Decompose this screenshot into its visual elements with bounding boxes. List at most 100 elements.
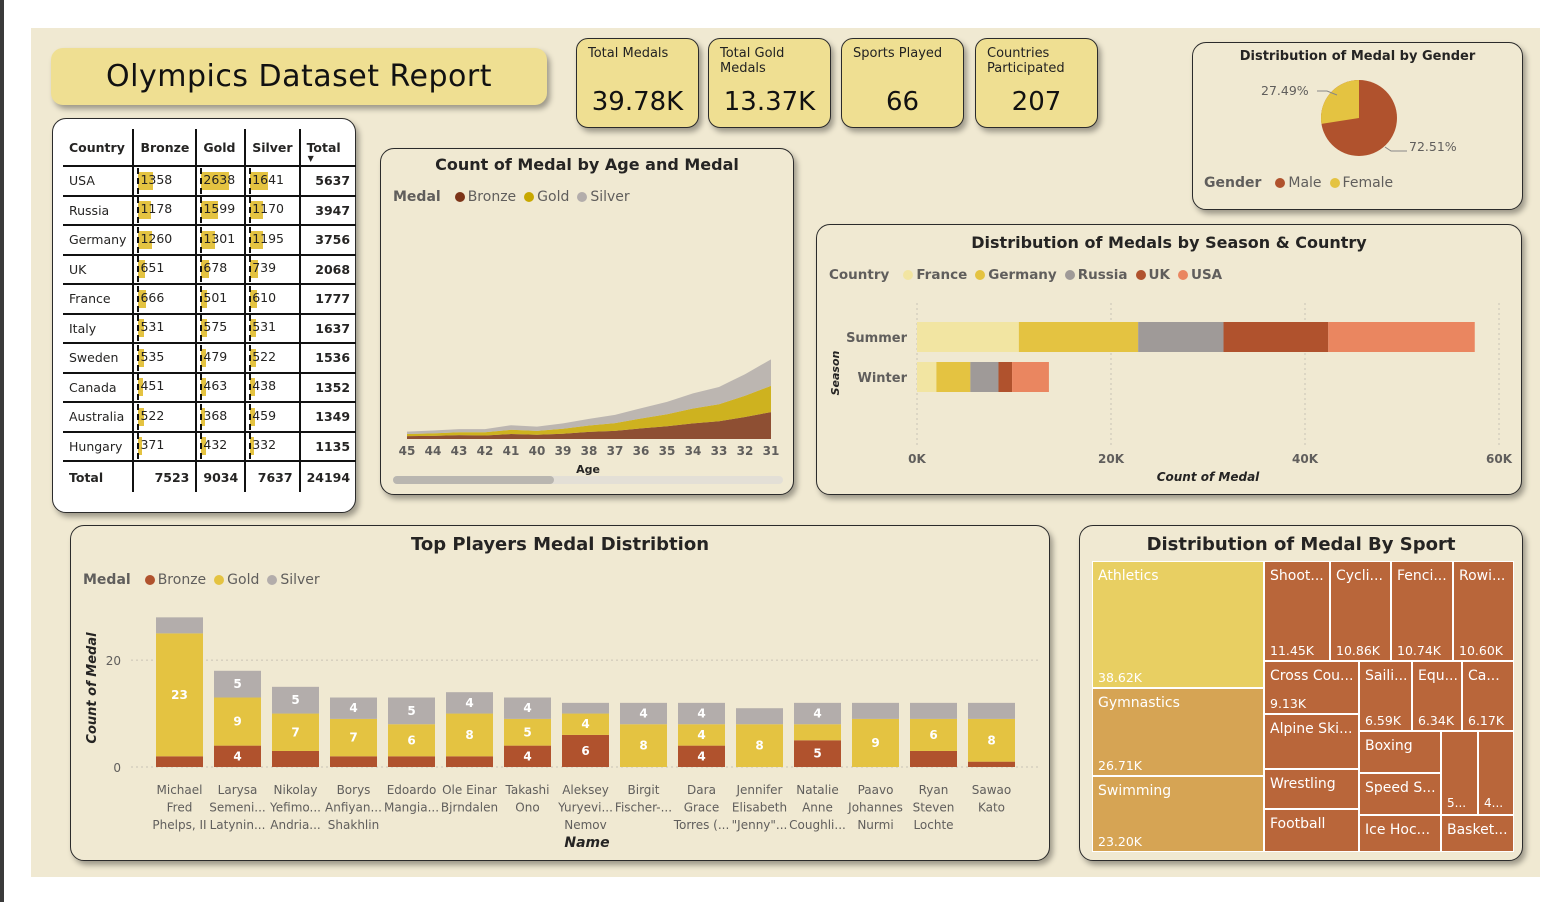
bar-segment-germany[interactable] bbox=[936, 362, 971, 392]
bar-segment-silver[interactable] bbox=[330, 697, 377, 719]
area-bronze[interactable] bbox=[407, 412, 771, 439]
bar-segment-silver[interactable] bbox=[910, 702, 957, 719]
treemap-tile[interactable]: Speed S... bbox=[1359, 773, 1441, 815]
bar-segment-uk[interactable] bbox=[998, 362, 1013, 392]
treemap-tile[interactable]: Rowi... 10.60K bbox=[1453, 561, 1514, 661]
bar-segment-silver[interactable] bbox=[736, 708, 783, 725]
treemap-tile[interactable]: Alpine Ski... bbox=[1264, 714, 1359, 769]
bar-segment-silver[interactable] bbox=[562, 702, 609, 714]
treemap-tile[interactable]: Cycli... 10.86K bbox=[1330, 561, 1391, 661]
bar-segment-silver[interactable] bbox=[388, 697, 435, 725]
kpi-sports-played[interactable]: Sports Played 66 bbox=[841, 38, 964, 128]
bar-segment-france[interactable] bbox=[917, 322, 1019, 352]
treemap-tile[interactable]: Saili... 6.59K bbox=[1359, 661, 1412, 731]
bar-segment-gold[interactable] bbox=[562, 713, 609, 735]
treemap-tile[interactable]: Basket... bbox=[1441, 815, 1514, 852]
treemap-tile[interactable]: Swimming 23.20K bbox=[1092, 776, 1264, 852]
scrollbar-thumb[interactable] bbox=[393, 476, 554, 484]
bar-segment-silver[interactable] bbox=[620, 702, 667, 725]
bar-segment-silver[interactable] bbox=[968, 702, 1015, 719]
bar-segment-gold[interactable] bbox=[272, 713, 319, 751]
bar-segment-russia[interactable] bbox=[970, 362, 999, 392]
bar-segment-gold[interactable] bbox=[968, 718, 1015, 762]
bar-segment-silver[interactable] bbox=[678, 702, 725, 725]
bar-segment-gold[interactable] bbox=[678, 724, 725, 746]
sport-treemap-panel[interactable]: Distribution of Medal By Sport Athletics… bbox=[1079, 525, 1523, 861]
bar-segment-silver[interactable] bbox=[852, 702, 899, 719]
treemap-tile[interactable]: Gymnastics 26.71K bbox=[1092, 688, 1264, 776]
bar-segment-bronze[interactable] bbox=[330, 756, 377, 767]
area-gold[interactable] bbox=[407, 385, 771, 437]
column-header-total[interactable]: Total ▼ bbox=[298, 129, 357, 167]
legend-item-gold[interactable]: Gold bbox=[520, 189, 569, 205]
treemap-tile[interactable]: Boxing bbox=[1359, 731, 1441, 773]
column-header-silver[interactable]: Silver bbox=[244, 129, 300, 167]
legend-item-female[interactable]: Female bbox=[1326, 175, 1393, 191]
legend-item-russia[interactable]: Russia bbox=[1061, 267, 1128, 283]
treemap-tile[interactable]: Wrestling bbox=[1264, 769, 1359, 809]
legend-item-silver[interactable]: Silver bbox=[263, 572, 320, 588]
kpi-countries-participated[interactable]: Countries Participated 207 bbox=[975, 38, 1098, 128]
table-row[interactable]: Russia 1178 1599 1170 3947 bbox=[63, 195, 357, 226]
legend-item-male[interactable]: Male bbox=[1271, 175, 1322, 191]
column-header-gold[interactable]: Gold bbox=[195, 129, 246, 167]
column-header-bronze[interactable]: Bronze bbox=[132, 129, 197, 167]
legend-item-bronze[interactable]: Bronze bbox=[141, 572, 206, 588]
treemap-tile[interactable]: Equ... 6.34K bbox=[1412, 661, 1462, 731]
bar-segment-france[interactable] bbox=[917, 362, 937, 392]
bar-segment-bronze[interactable] bbox=[388, 756, 435, 767]
bar-segment-silver[interactable] bbox=[272, 686, 319, 714]
table-row[interactable]: UK 651 678 739 2068 bbox=[63, 254, 357, 285]
treemap-tile[interactable]: Ice Hoc... bbox=[1359, 815, 1441, 852]
season-country-chart-panel[interactable]: Distribution of Medals by Season & Count… bbox=[816, 224, 1522, 495]
legend-item-france[interactable]: France bbox=[899, 267, 967, 283]
bar-segment-usa[interactable] bbox=[1328, 322, 1475, 352]
table-row[interactable]: Australia 522 368 459 1349 bbox=[63, 402, 357, 433]
bar-segment-gold[interactable] bbox=[388, 724, 435, 757]
bar-segment-gold[interactable] bbox=[214, 697, 261, 746]
treemap-tile[interactable]: Football bbox=[1264, 809, 1359, 852]
bar-segment-bronze[interactable] bbox=[156, 756, 203, 767]
legend-item-germany[interactable]: Germany bbox=[971, 267, 1057, 283]
bar-segment-germany[interactable] bbox=[1018, 322, 1139, 352]
bar-segment-silver[interactable] bbox=[156, 617, 203, 634]
bar-segment-gold[interactable] bbox=[330, 718, 377, 757]
gender-pie-panel[interactable]: Distribution of Medal by Gender 27.49% 72… bbox=[1192, 42, 1523, 210]
legend-item-gold[interactable]: Gold bbox=[210, 572, 259, 588]
table-row[interactable]: Sweden 535 479 522 1536 bbox=[63, 343, 357, 374]
bar-segment-silver[interactable] bbox=[214, 670, 261, 698]
treemap-tile[interactable]: Shoot... 11.45K bbox=[1264, 561, 1330, 661]
table-row[interactable]: USA 1358 2638 1641 5637 bbox=[63, 166, 357, 197]
pie-slice-female[interactable] bbox=[1321, 80, 1359, 124]
kpi-total-gold-medals[interactable]: Total Gold Medals 13.37K bbox=[708, 38, 831, 128]
table-row[interactable]: Hungary 371 432 332 1135 bbox=[63, 431, 357, 462]
bar-segment-gold[interactable] bbox=[446, 713, 493, 757]
bar-segment-gold[interactable] bbox=[504, 718, 551, 746]
bar-segment-bronze[interactable] bbox=[446, 756, 493, 767]
treemap-tile[interactable]: 4... bbox=[1478, 731, 1514, 815]
bar-segment-usa[interactable] bbox=[1012, 362, 1049, 392]
bar-segment-silver[interactable] bbox=[446, 692, 493, 714]
legend-item-silver[interactable]: Silver bbox=[573, 189, 630, 205]
kpi-total-medals[interactable]: Total Medals 39.78K bbox=[576, 38, 699, 128]
bar-segment-gold[interactable] bbox=[156, 633, 203, 757]
bar-segment-bronze[interactable] bbox=[562, 734, 609, 767]
column-header-country[interactable]: Country bbox=[63, 129, 134, 167]
treemap-tile[interactable]: Cross Cou... 9.13K bbox=[1264, 661, 1359, 714]
bar-segment-bronze[interactable] bbox=[794, 740, 841, 767]
bar-segment-uk[interactable] bbox=[1223, 322, 1329, 352]
treemap-tile[interactable]: Athletics 38.62K bbox=[1092, 561, 1264, 688]
top-players-chart-panel[interactable]: Top Players Medal Distribtion Medal Bron… bbox=[70, 525, 1050, 861]
bar-segment-silver[interactable] bbox=[794, 702, 841, 725]
legend-item-uk[interactable]: UK bbox=[1132, 267, 1170, 283]
horizontal-scrollbar[interactable] bbox=[393, 476, 783, 484]
bar-segment-silver[interactable] bbox=[504, 697, 551, 719]
bar-segment-bronze[interactable] bbox=[272, 750, 319, 767]
medal-matrix-panel[interactable]: Country Bronze Gold Silver Total ▼ USA 135… bbox=[52, 118, 357, 513]
bar-segment-bronze[interactable] bbox=[910, 750, 957, 767]
table-row[interactable]: Canada 451 463 438 1352 bbox=[63, 372, 357, 403]
bar-segment-bronze[interactable] bbox=[214, 745, 261, 767]
legend-item-usa[interactable]: USA bbox=[1174, 267, 1222, 283]
bar-segment-gold[interactable] bbox=[910, 718, 957, 751]
bar-segment-gold[interactable] bbox=[736, 724, 783, 767]
